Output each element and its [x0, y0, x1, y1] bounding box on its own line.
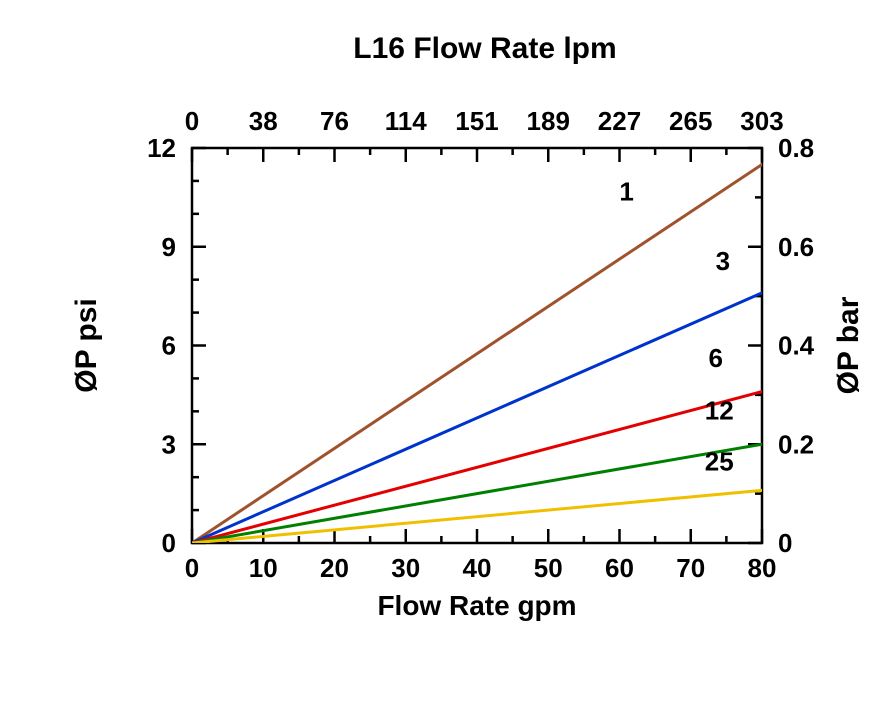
x-bottom-tick-label: 10 [249, 553, 278, 583]
x-bottom-tick-label: 30 [391, 553, 420, 583]
x-top-tick-label: 38 [249, 106, 278, 136]
x-top-tick-label: 114 [385, 106, 427, 136]
pressure-flow-chart: 01020304050607080Flow Rate gpm0387611415… [0, 0, 890, 702]
y-right-tick-label: 0.4 [778, 331, 815, 361]
x-bottom-tick-label: 40 [463, 553, 492, 583]
y-left-axis-label: ØP psi [70, 298, 103, 392]
x-bottom-tick-label: 80 [748, 553, 777, 583]
y-left-tick-label: 3 [162, 429, 176, 459]
y-left-tick-label: 9 [162, 232, 176, 262]
series-label-25: 25 [705, 447, 734, 477]
x-top-tick-label: 151 [455, 106, 498, 136]
series-label-3: 3 [716, 246, 730, 276]
series-label-6: 6 [708, 343, 722, 373]
x-bottom-tick-label: 20 [320, 553, 349, 583]
x-bottom-tick-label: 0 [185, 553, 199, 583]
y-right-tick-label: 0.2 [778, 429, 814, 459]
y-right-axis-label: ØP bar [832, 296, 865, 394]
x-bottom-tick-label: 60 [605, 553, 634, 583]
y-right-tick-label: 0 [778, 528, 792, 558]
x-bottom-tick-label: 50 [534, 553, 563, 583]
x-bottom-axis-label: Flow Rate gpm [377, 590, 576, 621]
x-bottom-tick-label: 70 [676, 553, 705, 583]
y-left-tick-label: 6 [162, 331, 176, 361]
x-top-tick-label: 303 [740, 106, 783, 136]
series-label-1: 1 [619, 177, 633, 207]
y-left-tick-label: 12 [147, 133, 176, 163]
chart-stage: 01020304050607080Flow Rate gpm0387611415… [0, 0, 890, 702]
y-right-tick-label: 0.6 [778, 232, 814, 262]
series-label-12: 12 [705, 396, 734, 426]
top-title: L16 Flow Rate lpm [353, 32, 616, 65]
x-top-tick-label: 227 [598, 106, 641, 136]
x-top-tick-label: 0 [185, 106, 199, 136]
x-top-tick-label: 76 [320, 106, 349, 136]
y-right-tick-label: 0.8 [778, 133, 814, 163]
x-top-tick-label: 265 [669, 106, 712, 136]
y-left-tick-label: 0 [162, 528, 176, 558]
x-top-tick-label: 189 [527, 106, 570, 136]
